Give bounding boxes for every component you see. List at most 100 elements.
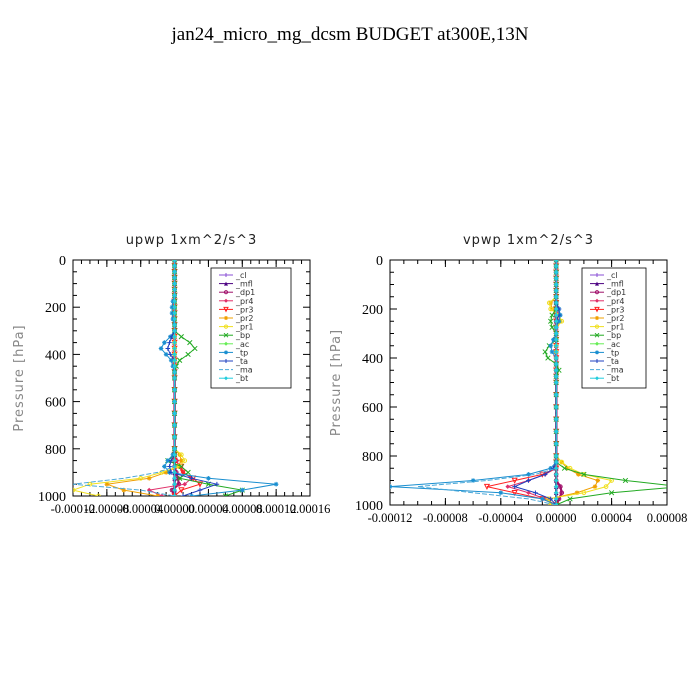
data-point-pr4: [146, 487, 152, 493]
legend-label: _pr1: [606, 323, 624, 332]
y-tick-label: 800: [362, 450, 383, 465]
data-point-tp: [206, 476, 211, 481]
data-point-pr3: [179, 469, 187, 476]
data-point-bt: [172, 287, 177, 292]
data-point-bt: [553, 276, 559, 281]
legend-label: _mfl: [235, 280, 253, 289]
data-point-bt: [553, 416, 559, 422]
x-tick-label: -0.00004: [478, 511, 524, 525]
data-point-ta: [197, 487, 203, 493]
y-tick-label: 400: [362, 352, 383, 367]
data-point-bt: [553, 325, 559, 330]
data-point-bt: [553, 282, 559, 287]
legend-marker: [224, 316, 228, 320]
legend-label: _cl: [235, 271, 247, 280]
data-point-tp: [548, 343, 553, 349]
data-point-ta: [548, 496, 553, 502]
data-point-bt: [553, 331, 559, 336]
data-point-ta: [168, 352, 173, 357]
data-point-bp: [581, 471, 587, 478]
data-point-bp: [176, 357, 183, 363]
legend-marker: [223, 306, 229, 313]
data-point-bp: [542, 349, 548, 355]
data-point-pr1: [559, 459, 565, 465]
data-point-tp: [163, 352, 169, 357]
legend-marker: [594, 306, 600, 313]
data-point-bt: [172, 422, 177, 428]
series-line-ma: [73, 260, 176, 496]
y-tick-label: 200: [362, 303, 383, 318]
data-point-pr3: [511, 489, 518, 497]
series-line-tp: [390, 260, 561, 505]
data-point-pr2: [121, 487, 127, 493]
data-point-bt: [172, 346, 177, 351]
legend-label: _tp: [235, 348, 248, 357]
legend-label: _ta: [606, 357, 619, 366]
y-tick-label: 0: [376, 254, 383, 269]
data-point-pr2: [595, 478, 601, 483]
data-point-bt: [553, 453, 559, 459]
legend-label: _ac: [235, 340, 249, 349]
data-point-pr2: [179, 458, 184, 463]
data-point-bt: [553, 502, 559, 505]
data-point-bt: [172, 375, 177, 381]
data-point-bp: [549, 324, 555, 331]
legend-marker: [224, 341, 228, 346]
data-point-bt: [172, 452, 177, 457]
legend-marker: [594, 290, 600, 295]
data-point-bt: [553, 269, 559, 275]
data-point-bt: [172, 487, 177, 493]
data-point-tp: [239, 487, 245, 493]
legend-label: _pr1: [235, 323, 253, 332]
y-axis-label: Pressure [hPa]: [329, 329, 344, 436]
data-point-bp: [178, 463, 184, 470]
figure-title: jan24_micro_mg_dcsm BUDGET at300E,13N: [171, 24, 529, 45]
data-point-bt: [553, 306, 559, 312]
legend-label: _pr4: [606, 297, 624, 306]
data-point-bp: [178, 334, 184, 340]
data-point-ta: [512, 484, 517, 489]
data-point-bp: [222, 493, 229, 496]
data-point-bt: [553, 294, 559, 300]
data-point-bt: [172, 299, 177, 304]
legend: _cl_mfl_dp1_pr4_pr3_pr2_pr1_bp_ac_tp_ta_…: [210, 267, 292, 389]
legend-marker: [224, 376, 228, 381]
legend-label: _pr4: [235, 297, 253, 306]
panel-title: vpwp 1xm^2/s^3: [463, 233, 594, 248]
x-tick-label: 0.00012: [256, 502, 297, 516]
data-point-pr1: [548, 306, 553, 312]
data-point-tp: [549, 349, 555, 355]
data-point-bt: [172, 446, 177, 452]
legend-label: _pr2: [235, 314, 253, 323]
data-point-bt: [553, 263, 559, 269]
data-point-pr3: [196, 481, 204, 488]
data-point-dp1: [559, 490, 565, 496]
legend-label: _pr2: [606, 314, 624, 323]
x-tick-label: 0.00004: [188, 502, 229, 516]
data-point-tp: [556, 318, 562, 324]
data-point-bp: [608, 490, 615, 496]
data-point-bp: [567, 496, 573, 502]
data-point-bp: [679, 484, 684, 489]
data-point-tp: [551, 337, 556, 342]
data-point-bp: [192, 345, 198, 352]
y-tick-label: 0: [59, 254, 66, 269]
data-point-pr2: [592, 484, 598, 489]
data-point-bt: [172, 310, 177, 316]
data-point-pr3: [483, 483, 491, 491]
y-tick-label: 200: [45, 301, 66, 316]
data-point-bt: [172, 304, 177, 310]
series-group: [390, 260, 684, 505]
data-point-pr4: [542, 496, 548, 502]
data-point-bt: [172, 293, 177, 298]
data-point-bt: [553, 465, 559, 471]
data-point-dp1: [176, 481, 182, 487]
data-point-bt: [553, 484, 559, 489]
data-point-bt: [172, 476, 177, 481]
data-point-pr4: [505, 484, 511, 489]
data-point-tp: [169, 304, 175, 310]
legend-marker: [595, 376, 599, 381]
x-tick-label: 0.00000: [154, 502, 195, 516]
data-point-pr1: [96, 493, 101, 496]
